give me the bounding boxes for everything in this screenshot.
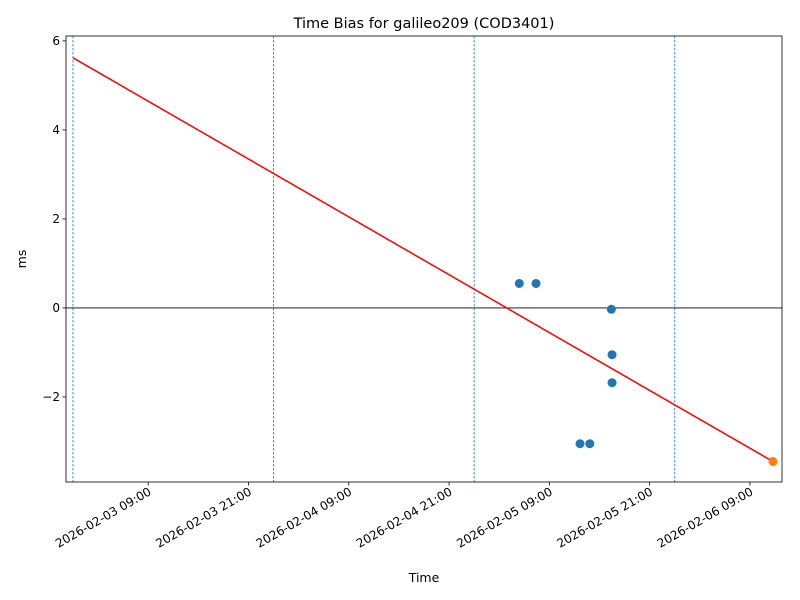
x-tick-label: 2026-02-03 09:00 — [53, 484, 154, 550]
point — [585, 439, 595, 449]
y-tick-label: 2 — [52, 212, 60, 226]
point — [768, 457, 778, 467]
point — [606, 304, 616, 314]
y-tick-label: 0 — [52, 301, 60, 315]
y-tick-label: 6 — [52, 34, 60, 48]
x-tick-label: 2026-02-05 09:00 — [454, 484, 555, 550]
x-tick-label: 2026-02-05 21:00 — [555, 484, 656, 550]
y-tick-label: −2 — [42, 390, 60, 404]
point — [531, 278, 541, 288]
x-tick-label: 2026-02-04 21:00 — [354, 484, 455, 550]
point — [514, 278, 524, 288]
y-tick-label: 4 — [52, 123, 60, 137]
x-tick-label: 2026-02-03 21:00 — [153, 484, 254, 550]
trend-line — [72, 57, 774, 463]
y-axis-label: ms — [14, 250, 29, 269]
x-axis-label: Time — [408, 570, 440, 585]
x-tick-label: 2026-02-06 09:00 — [655, 484, 756, 550]
point — [607, 350, 617, 360]
chart-title: Time Bias for galileo209 (COD3401) — [293, 16, 555, 32]
point — [575, 439, 585, 449]
point — [607, 378, 617, 388]
x-tick-label: 2026-02-04 09:00 — [254, 484, 355, 550]
plot-frame — [65, 35, 783, 483]
